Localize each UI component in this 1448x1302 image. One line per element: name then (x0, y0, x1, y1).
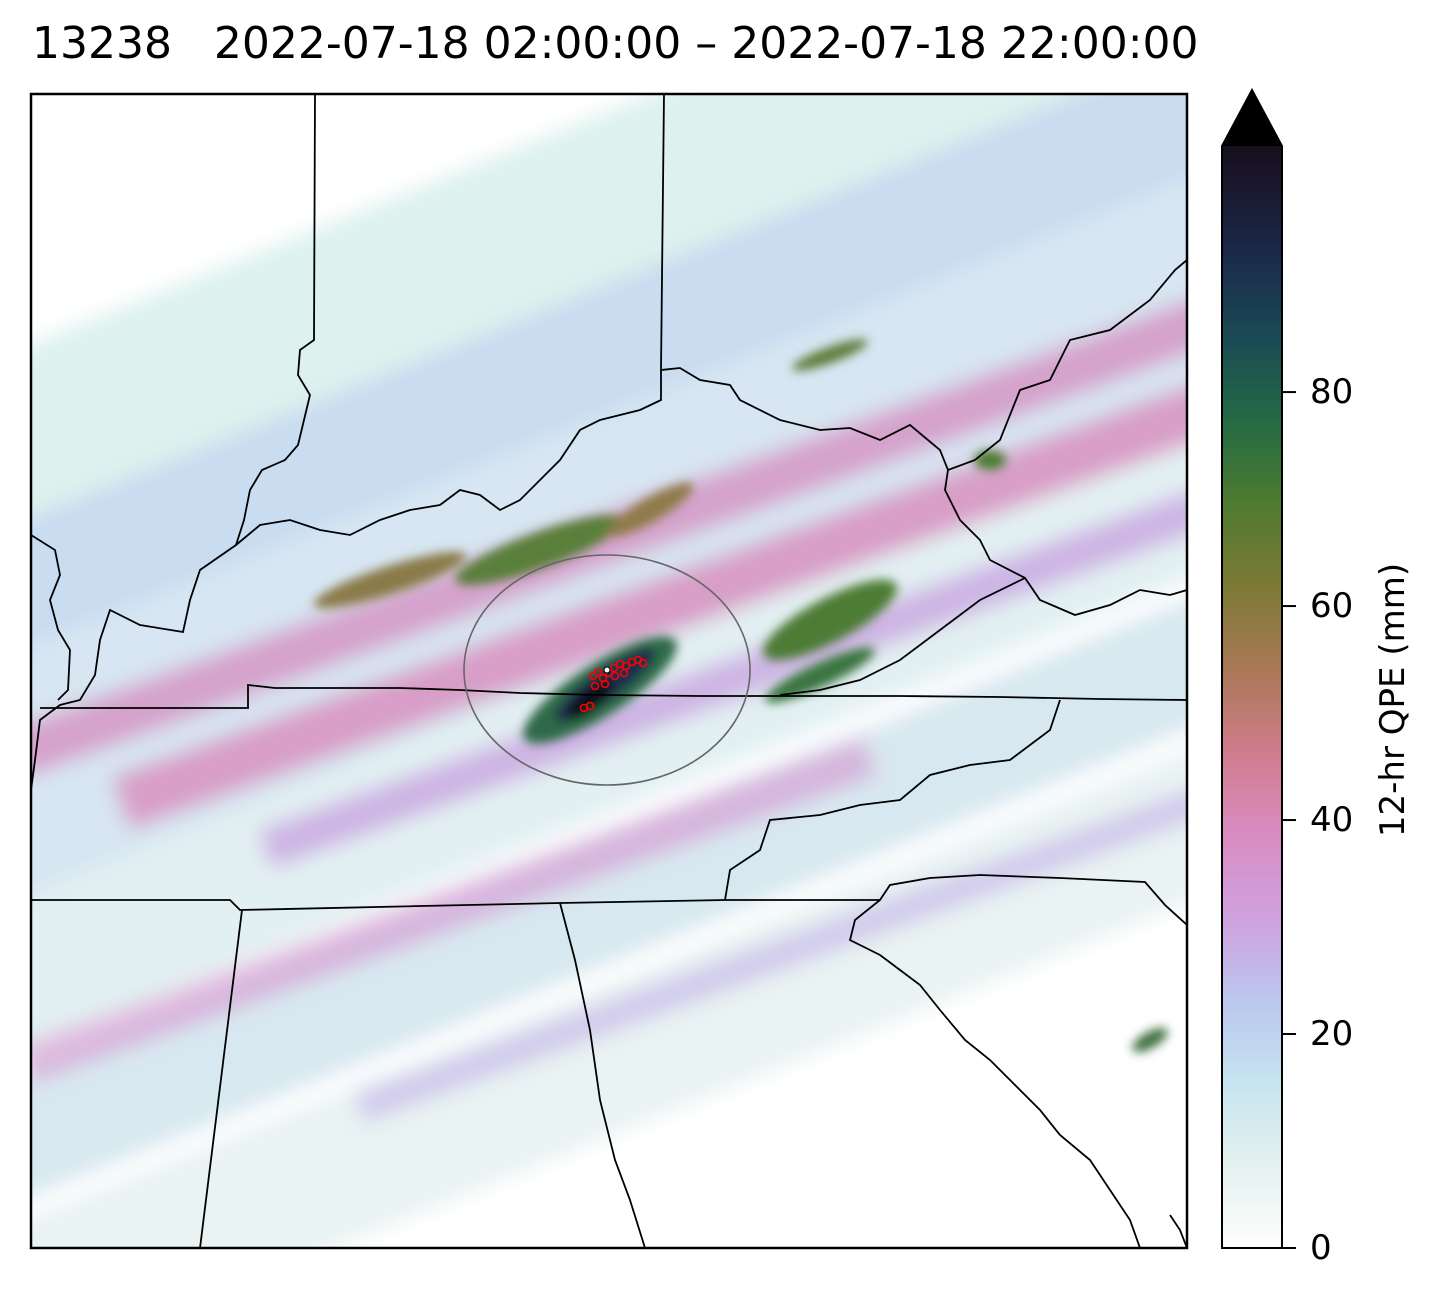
state-borders (31, 94, 1187, 1248)
border-sc-ga (848, 899, 1141, 1248)
moderate-precip-bands (31, 251, 1187, 1123)
colorbar-ticks (1282, 391, 1296, 1249)
colorbar-body (1222, 90, 1282, 1248)
light-precip-band (31, 429, 1187, 1215)
colorbar-tick-label: 60 (1310, 586, 1354, 627)
report-marker (590, 681, 600, 691)
border-ky-tn (40, 683, 1187, 709)
heavy-core (974, 450, 1006, 470)
border-indiana-illinois (31, 94, 316, 791)
colorbar (1221, 87, 1296, 1249)
moderate-precip-band (111, 264, 1187, 830)
heavy-core (792, 339, 868, 371)
colorbar-tick-label: 40 (1310, 800, 1354, 841)
border-ky-va (779, 577, 1026, 696)
border-wv-va (944, 469, 1187, 616)
extreme-core (567, 680, 613, 720)
analysis-circle (463, 554, 751, 786)
colorbar-extend-arrow (1222, 90, 1282, 146)
moderate-precip-band (31, 251, 1187, 778)
report-marker (609, 663, 619, 673)
colorbar-label: 12-hr QPE (mm) (1373, 562, 1413, 838)
border-ohio (660, 94, 1187, 472)
heavy-precip-cores (313, 339, 1168, 1053)
border-coast (1169, 1214, 1187, 1248)
map-frame (29, 92, 1189, 1250)
moderate-precip-band (354, 786, 1187, 1123)
colorbar-outline (1221, 87, 1283, 1249)
report-marker (619, 668, 629, 678)
border-illinois-missouri (31, 534, 71, 701)
heavy-core (1132, 1027, 1168, 1053)
moderate-precip-band (31, 738, 877, 1084)
border-al-ga (559, 902, 646, 1248)
moderate-precip-band (258, 351, 1187, 869)
report-marker (610, 671, 620, 681)
report-marker (638, 658, 648, 668)
center-point (603, 666, 611, 674)
report-marker (579, 703, 589, 713)
light-precip-band (31, 94, 1187, 641)
colorbar-tick-label: 0 (1310, 1228, 1332, 1268)
report-marker (600, 679, 610, 689)
heavy-core (455, 514, 625, 586)
border-southern-tn (31, 874, 1187, 926)
border-ohio-river (235, 370, 662, 546)
map-title: 13238 2022-07-18 02:00:00 – 2022-07-18 2… (32, 18, 1199, 69)
border-tn-nc (724, 699, 1061, 901)
heavy-core (765, 647, 875, 703)
light-precip-band (31, 94, 1187, 743)
colorbar-tick-label: 20 (1310, 1014, 1354, 1055)
heavy-core (606, 482, 694, 538)
heavy-core (313, 551, 467, 609)
border-ms-al (199, 909, 243, 1248)
colorbar-tick-label: 80 (1310, 372, 1354, 413)
report-marker (593, 667, 603, 677)
light-precip-band (31, 559, 1187, 1248)
heavy-core (762, 579, 898, 661)
